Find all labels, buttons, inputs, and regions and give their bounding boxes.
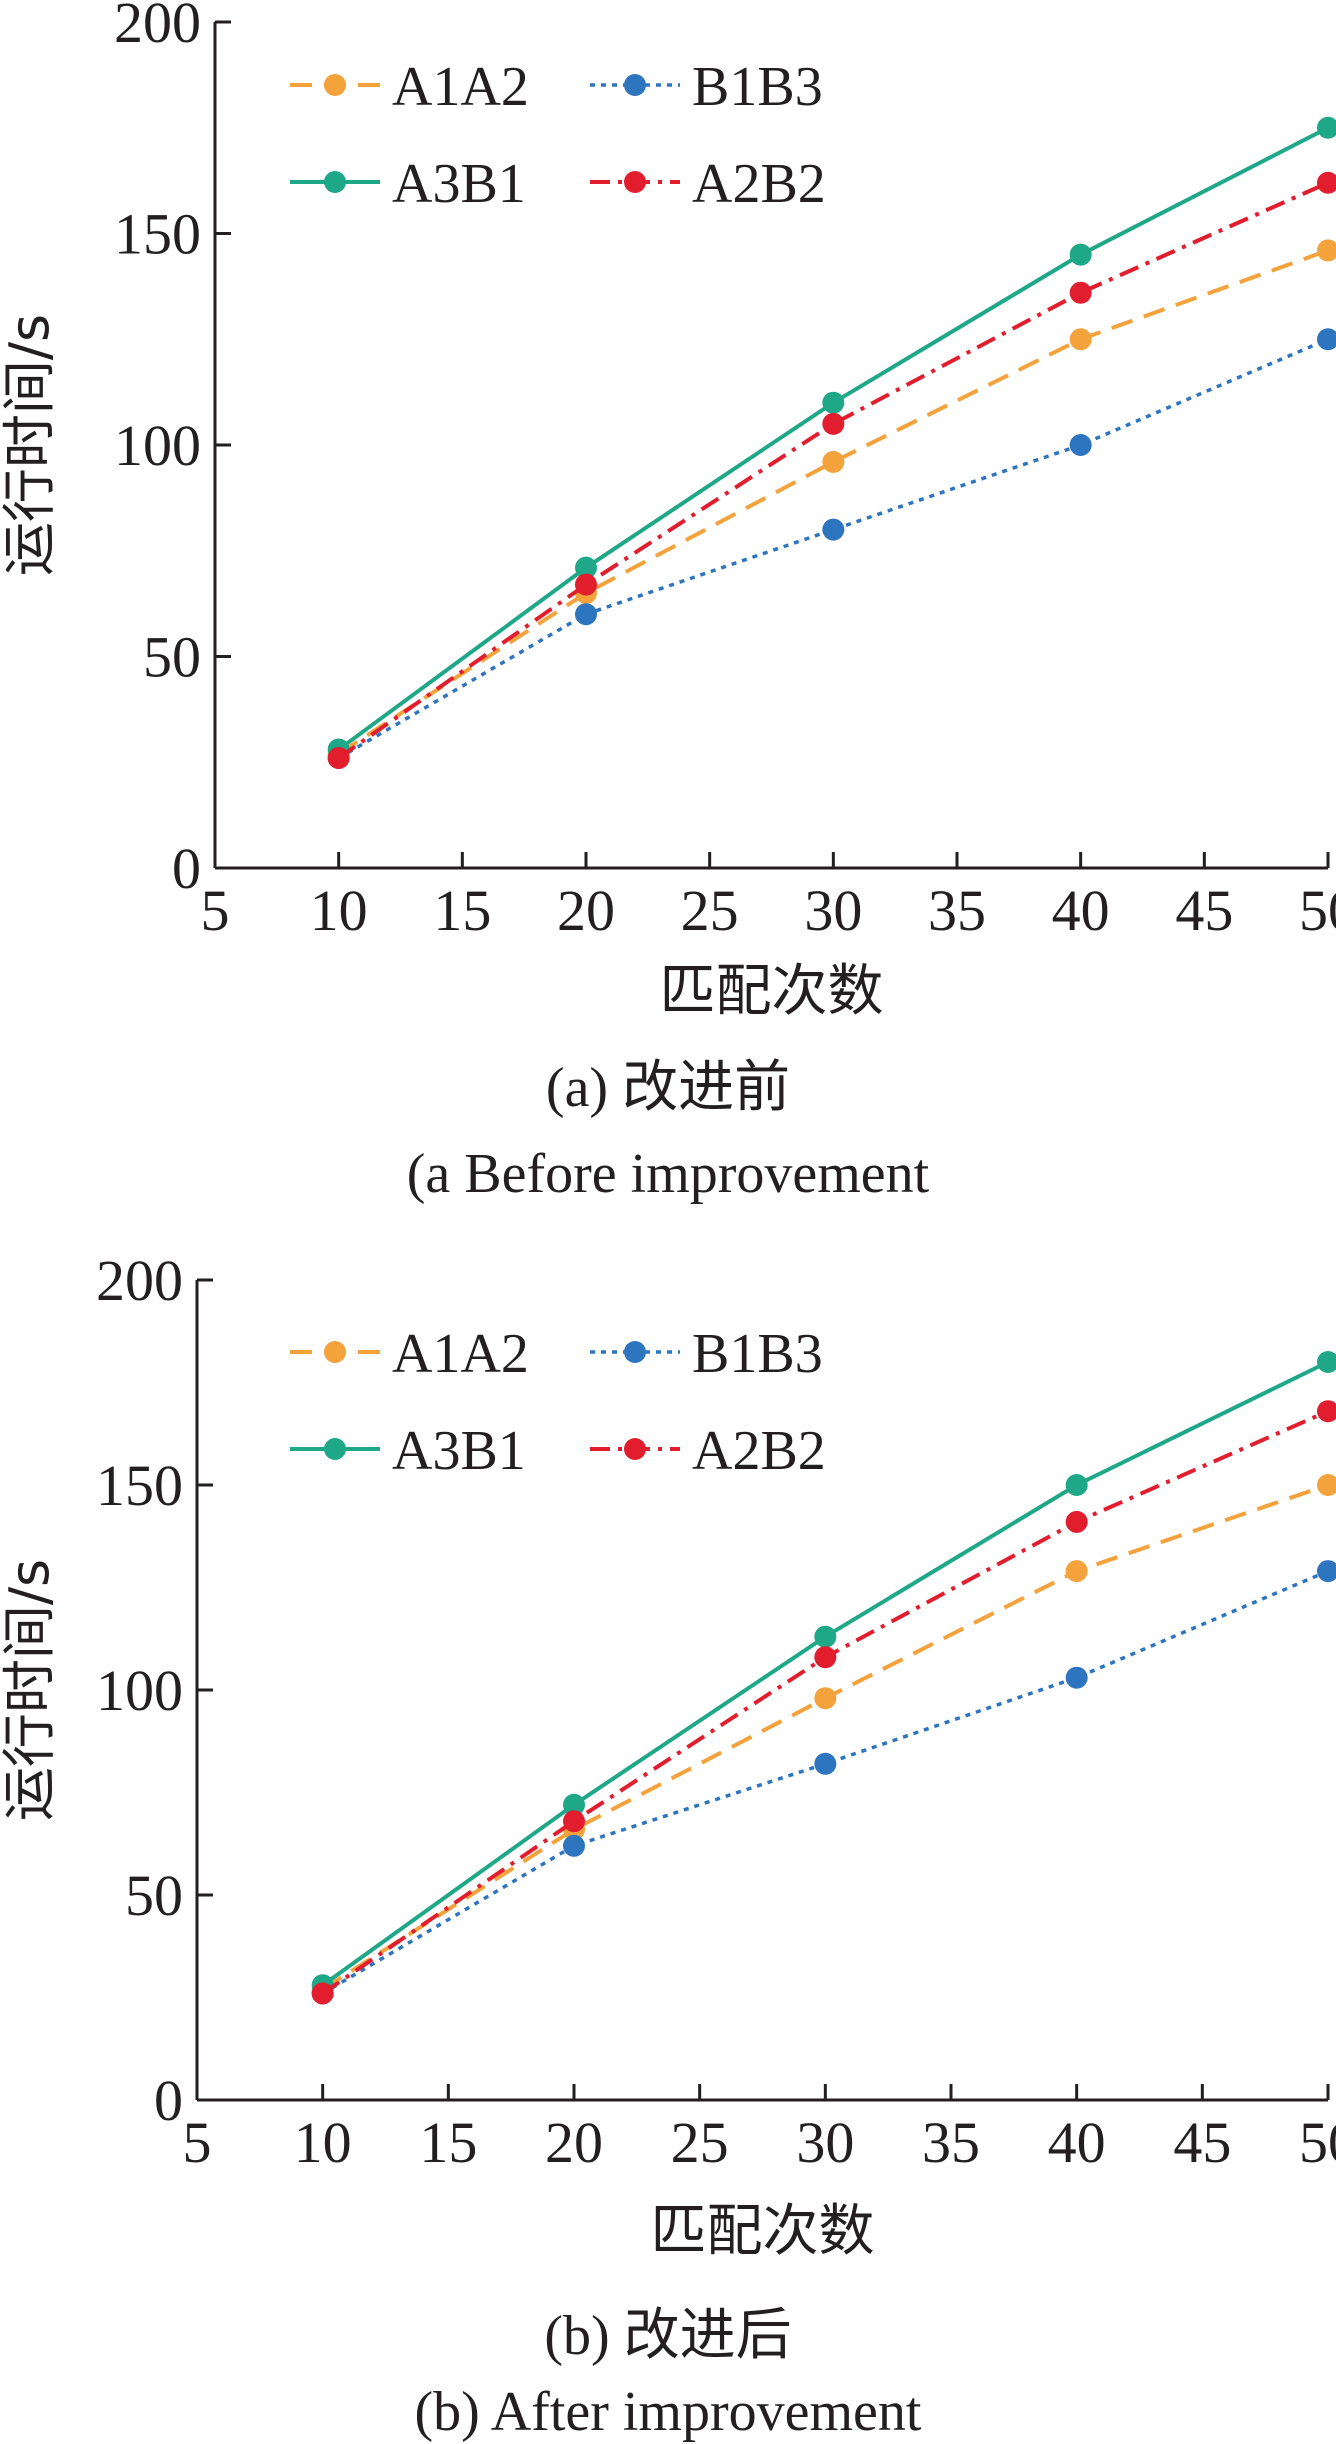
legend-marker-B1B3 <box>624 74 646 96</box>
legend-marker-A2B2 <box>624 1438 646 1460</box>
x-tick-label: 40 <box>1052 878 1110 943</box>
x-tick-label: 5 <box>183 2110 212 2175</box>
data-point-B1B3 <box>563 1834 585 1857</box>
x-tick-label: 40 <box>1048 2110 1106 2175</box>
legend-marker-A3B1 <box>324 1438 346 1460</box>
x-tick-label: 25 <box>681 878 739 943</box>
data-point-A1A2 <box>1317 239 1336 262</box>
x-tick-label: 20 <box>545 2110 603 2175</box>
x-tick-label: 45 <box>1175 878 1233 943</box>
y-axis-label: 运行时间/s <box>0 1559 61 1821</box>
data-point-A3B1 <box>1069 243 1092 266</box>
data-point-A2B2 <box>311 1982 334 2005</box>
y-tick-label: 150 <box>114 202 201 267</box>
data-point-A3B1 <box>563 1793 585 1816</box>
data-point-A1A2 <box>814 1687 837 1710</box>
data-point-B1B3 <box>1317 1560 1336 1583</box>
y-tick-label: 0 <box>154 2068 183 2133</box>
y-tick-label: 100 <box>114 413 201 478</box>
legend-label-A3B1: A3B1 <box>392 153 526 215</box>
chart-panel-b: 0 50 100 150 200 5 10 15 20 25 30 35 40 45 50 匹配次数 运行时间/… <box>0 1248 1336 2264</box>
legend-label-A1A2: A1A2 <box>392 56 529 118</box>
y-tick-label: 0 <box>172 836 201 901</box>
caption-b-cn: (b) 改进后 <box>544 2305 792 2367</box>
legend-label-A2B2: A2B2 <box>692 1420 826 1482</box>
data-point-B1B3 <box>822 518 845 541</box>
data-point-A1A2 <box>1317 1474 1336 1496</box>
data-point-A1A2 <box>822 450 845 473</box>
x-tick-label: 10 <box>294 2110 352 2175</box>
x-tick-label: 20 <box>557 878 615 943</box>
x-tick-label: 10 <box>310 878 368 943</box>
y-tick-label: 50 <box>143 625 201 690</box>
data-point-A2B2 <box>575 573 597 596</box>
data-point-A1A2 <box>1069 328 1092 351</box>
legend-marker-A2B2 <box>624 171 646 193</box>
data-point-A1A2 <box>1065 1560 1088 1583</box>
data-point-A2B2 <box>1317 171 1336 194</box>
y-tick-label: 200 <box>114 0 201 55</box>
legend-label-B1B3: B1B3 <box>692 1323 823 1385</box>
series-line-A1A2 <box>321 1483 1329 1991</box>
legend-marker-B1B3 <box>624 1341 646 1363</box>
data-point-A3B1 <box>822 391 845 414</box>
y-tick-label: 150 <box>96 1453 183 1518</box>
y-tick-label: 50 <box>125 1863 183 1928</box>
data-point-B1B3 <box>1317 328 1336 351</box>
x-axis-label: 匹配次数 <box>651 2199 875 2264</box>
legend-marker-A3B1 <box>324 171 346 193</box>
legend-marker-A1A2 <box>324 74 346 96</box>
x-tick-label: 45 <box>1173 2110 1231 2175</box>
data-point-A3B1 <box>1317 1351 1336 1373</box>
x-tick-label: 15 <box>433 878 491 943</box>
data-point-A2B2 <box>814 1646 837 1669</box>
legend-label-A1A2: A1A2 <box>392 1323 529 1385</box>
caption-a-en: (a Before improvement <box>406 1143 930 1205</box>
data-point-A3B1 <box>814 1625 837 1648</box>
data-point-B1B3 <box>1069 434 1092 456</box>
data-point-A3B1 <box>575 556 597 579</box>
data-point-A2B2 <box>1317 1400 1336 1423</box>
data-point-B1B3 <box>814 1752 837 1775</box>
x-tick-label: 5 <box>201 878 230 943</box>
data-point-A2B2 <box>563 1810 585 1833</box>
x-tick-label: 50 <box>1299 2110 1336 2175</box>
data-point-A2B2 <box>327 747 350 770</box>
data-point-A3B1 <box>1065 1474 1088 1496</box>
x-tick-label: 50 <box>1299 878 1336 943</box>
x-tick-label: 35 <box>922 2110 980 2175</box>
legend-label-B1B3: B1B3 <box>692 56 823 118</box>
x-tick-label: 30 <box>796 2110 854 2175</box>
y-tick-label: 200 <box>96 1248 183 1313</box>
data-point-A2B2 <box>1069 281 1092 304</box>
data-point-A2B2 <box>1065 1510 1088 1533</box>
data-point-B1B3 <box>575 603 597 626</box>
x-tick-label: 15 <box>419 2110 477 2175</box>
series-line-A2B2 <box>337 180 1329 760</box>
data-point-A3B1 <box>1317 116 1336 139</box>
caption-b-en: (b) After improvement <box>414 2381 922 2443</box>
y-tick-label: 100 <box>96 1658 183 1723</box>
caption-a-cn: (a) 改进前 <box>545 1057 791 1119</box>
x-tick-label: 35 <box>928 878 986 943</box>
x-tick-label: 25 <box>671 2110 729 2175</box>
chart-panel-a: 0 50 100 150 200 5 10 15 20 25 30 35 40 45 50 匹配次数 运行时间/… <box>0 0 1336 1024</box>
series-line-A1A2 <box>337 248 1329 756</box>
legend-label-A3B1: A3B1 <box>392 1420 526 1482</box>
y-axis-label: 运行时间/s <box>0 314 61 576</box>
x-axis-label: 匹配次数 <box>660 959 884 1024</box>
legend-marker-A1A2 <box>324 1341 346 1363</box>
legend-label-A2B2: A2B2 <box>692 153 826 215</box>
data-point-B1B3 <box>1065 1666 1088 1689</box>
series-line-B1B3 <box>337 337 1329 760</box>
x-tick-label: 30 <box>804 878 862 943</box>
data-point-A2B2 <box>822 412 845 435</box>
